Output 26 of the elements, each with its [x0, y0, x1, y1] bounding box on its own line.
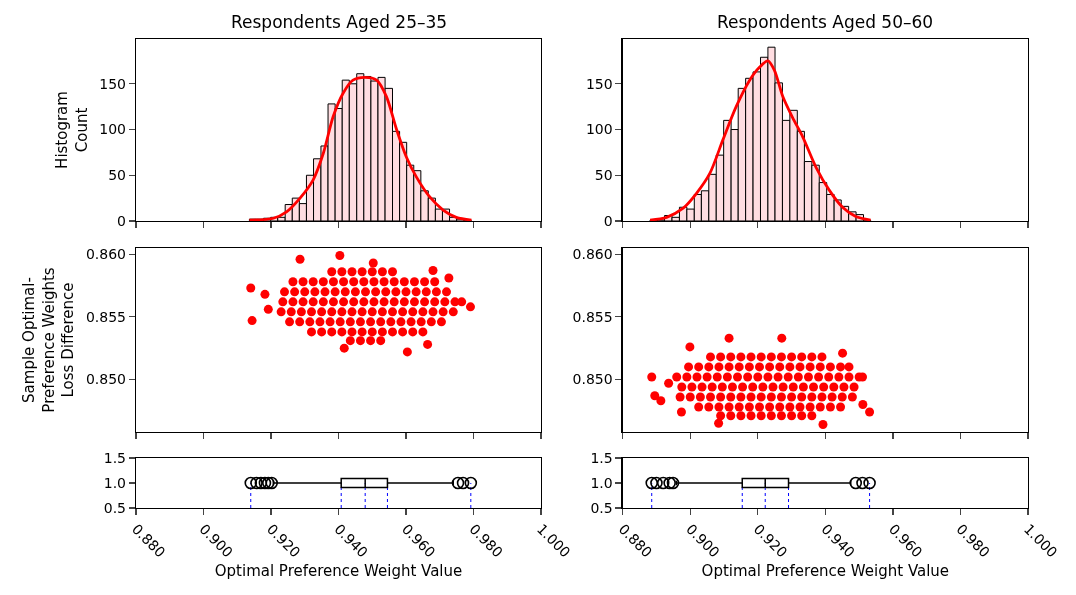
y-tick-label: 1.5	[590, 449, 613, 466]
y-tick-label: 50	[108, 167, 127, 184]
chart-title: Respondents Aged 25–35	[231, 12, 448, 32]
y-tick-label: 50	[594, 167, 613, 184]
y-tick-label: 0.850	[85, 371, 127, 388]
y-tick-label: 1.5	[103, 449, 127, 466]
y-tick-label: 0.855	[85, 308, 127, 325]
y-tick-label: 150	[585, 75, 613, 92]
y-axis-title: Sample Optimal- Preference Weights Loss Difference	[20, 267, 78, 413]
x-axis-title: Optimal Preference Weight Value	[214, 562, 463, 581]
y-tick-label: 1.0	[103, 474, 127, 491]
y-tick-label: 1.0	[590, 474, 613, 491]
y-tick-label: 0.855	[572, 308, 613, 325]
y-tick-label: 0.860	[572, 246, 613, 263]
y-tick-label: 0.5	[590, 499, 613, 516]
y-tick-label: 0	[603, 212, 613, 229]
chart-title: Respondents Aged 50–60	[717, 12, 934, 32]
y-tick-label: 150	[99, 75, 127, 92]
y-axis-title: Histogram Count	[53, 91, 91, 169]
y-tick-label: 0.850	[572, 371, 613, 388]
y-tick-label: 0	[117, 212, 127, 229]
x-axis-title: Optimal Preference Weight Value	[701, 562, 950, 581]
y-tick-label: 0.860	[85, 246, 127, 263]
y-tick-label: 100	[585, 121, 613, 138]
y-tick-label: 100	[99, 121, 127, 138]
y-tick-label: 0.5	[103, 499, 127, 516]
